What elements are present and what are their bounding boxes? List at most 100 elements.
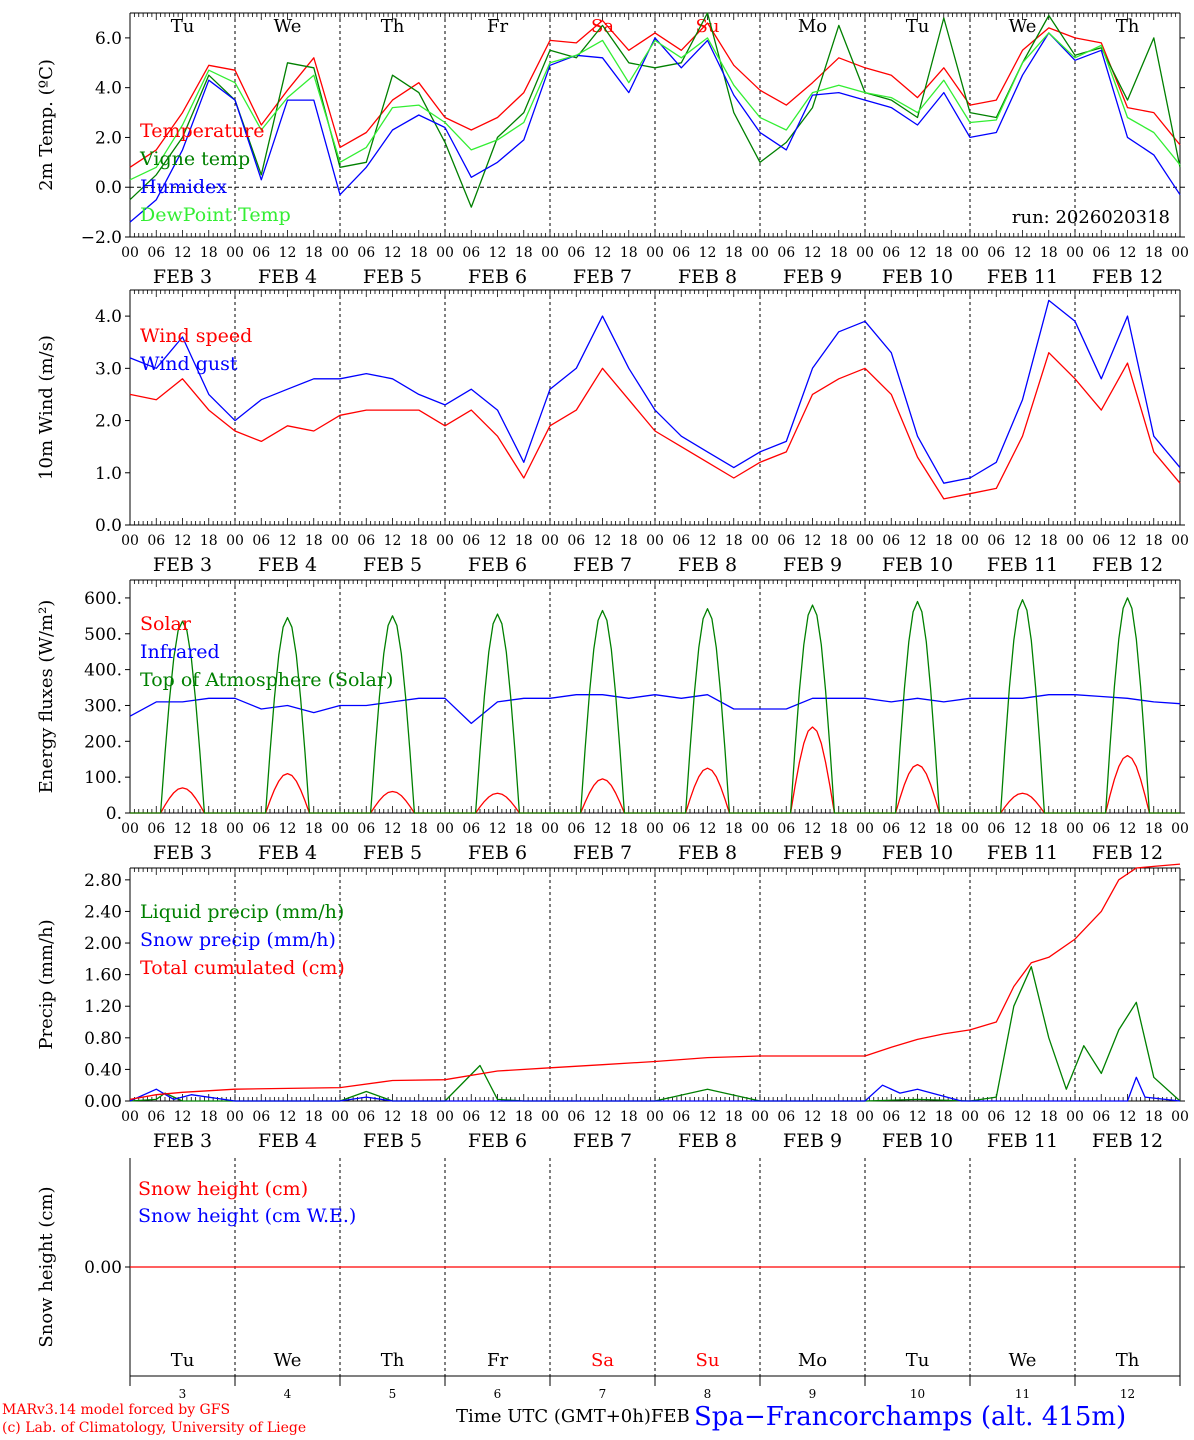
x-tick-label: 12 xyxy=(384,533,402,549)
x-tick-label: 12 xyxy=(279,533,297,549)
copyright-credit: (c) Lab. of Climatology, University of L… xyxy=(2,1420,307,1436)
x-tick-label: 12 xyxy=(279,245,297,261)
weekday-label: Th xyxy=(381,1350,405,1371)
x-tick-label: 00 xyxy=(226,533,244,549)
legend-entry: Vigne temp xyxy=(139,148,250,170)
series-line-vigne-temp xyxy=(129,12,1181,208)
x-tick-label: 18 xyxy=(935,1109,953,1125)
x-tick-label: 00 xyxy=(226,1109,244,1125)
time-axis-label-text: Time UTC (GMT+0h) xyxy=(456,1406,651,1427)
y-tick-label: 1.20 xyxy=(84,997,122,1017)
x-tick-label: 18 xyxy=(725,1109,743,1125)
day-number: 10 xyxy=(910,1387,925,1401)
y-tick-label: 0.80 xyxy=(84,1029,122,1049)
x-tick-label: 00 xyxy=(121,821,139,837)
x-tick-label: 12 xyxy=(489,821,507,837)
x-tick-label: 06 xyxy=(252,821,270,837)
x-tick-label: 06 xyxy=(567,533,585,549)
x-tick-label: 06 xyxy=(462,1109,480,1125)
x-tick-label: 18 xyxy=(1145,1109,1163,1125)
series-line-wind-speed xyxy=(129,352,1181,500)
x-tick-label: 18 xyxy=(410,1109,428,1125)
x-tick-label: 12 xyxy=(909,533,927,549)
x-tick-label: 18 xyxy=(515,245,533,261)
day-label: FEB 10 xyxy=(882,1130,953,1152)
x-tick-label: 12 xyxy=(804,821,822,837)
x-tick-label: 06 xyxy=(567,821,585,837)
x-tick-label: 00 xyxy=(1066,533,1084,549)
x-tick-label: 00 xyxy=(751,245,769,261)
day-label: FEB 7 xyxy=(573,842,632,864)
x-tick-label: 00 xyxy=(541,821,559,837)
legend-entry: Total cumulated (cm) xyxy=(140,957,345,979)
model-credit: MARv3.14 model forced by GFS xyxy=(2,1402,231,1418)
x-tick-label: 00 xyxy=(1171,245,1189,261)
y-tick-label: 2.0 xyxy=(95,128,122,148)
x-tick-label: 00 xyxy=(331,245,349,261)
day-number: 7 xyxy=(599,1387,607,1401)
x-tick-label: 12 xyxy=(699,533,717,549)
legend-entry: Temperature xyxy=(140,120,264,142)
y-tick-label: 200. xyxy=(84,732,122,752)
x-tick-label: 18 xyxy=(200,1109,218,1125)
x-tick-label: 06 xyxy=(672,1109,690,1125)
day-label: FEB 11 xyxy=(987,842,1058,864)
day-label: FEB 10 xyxy=(882,554,953,576)
x-tick-label: 00 xyxy=(1171,533,1189,549)
x-tick-label: 06 xyxy=(357,821,375,837)
day-label: FEB 6 xyxy=(468,554,527,576)
x-tick-label: 06 xyxy=(882,245,900,261)
legend-entry: Snow height (cm) xyxy=(138,1178,308,1200)
weekday-label: Tu xyxy=(906,16,930,37)
x-tick-label: 06 xyxy=(147,245,165,261)
x-tick-label: 18 xyxy=(305,1109,323,1125)
x-tick-label: 18 xyxy=(935,533,953,549)
x-tick-label: 06 xyxy=(252,533,270,549)
x-tick-label: 18 xyxy=(1040,821,1058,837)
day-label: FEB 9 xyxy=(783,266,842,288)
x-tick-label: 00 xyxy=(436,533,454,549)
x-tick-label: 00 xyxy=(541,245,559,261)
x-tick-label: 00 xyxy=(646,821,664,837)
x-tick-label: 18 xyxy=(620,245,638,261)
day-label: FEB 4 xyxy=(258,1130,317,1152)
y-tick-label: 400. xyxy=(84,661,122,681)
y-tick-label: 0. xyxy=(106,804,122,824)
day-number: 9 xyxy=(809,1387,817,1401)
x-tick-label: 12 xyxy=(909,821,927,837)
x-tick-label: 12 xyxy=(1014,533,1032,549)
run-label: run: 2026020318 xyxy=(1012,207,1170,228)
series-line-infrared xyxy=(129,694,1181,725)
weekday-label: Tu xyxy=(906,1350,930,1371)
x-tick-label: 06 xyxy=(462,821,480,837)
day-label: FEB 7 xyxy=(573,1130,632,1152)
x-tick-label: 18 xyxy=(725,821,743,837)
x-tick-label: 18 xyxy=(1145,533,1163,549)
day-label: FEB 11 xyxy=(987,1130,1058,1152)
y-tick-label: −2.0 xyxy=(81,228,122,248)
panel-4: 0.00 0.40 0.80 1.20 1.60 2.00 2.40 2.80 Precip (… xyxy=(36,863,1189,1152)
x-tick-label: 06 xyxy=(252,1109,270,1125)
time-axis-label-suffix: FEB xyxy=(650,1406,690,1427)
day-label: FEB 5 xyxy=(363,266,422,288)
x-tick-label: 00 xyxy=(751,821,769,837)
weekday-label: Th xyxy=(1116,16,1140,37)
x-tick-label: 06 xyxy=(777,533,795,549)
x-tick-label: 00 xyxy=(1171,1109,1189,1125)
x-tick-label: 00 xyxy=(331,1109,349,1125)
x-tick-label: 00 xyxy=(1171,821,1189,837)
day-number: 4 xyxy=(284,1387,292,1401)
series-line-solar xyxy=(130,726,1180,814)
day-label: FEB 5 xyxy=(363,554,422,576)
day-number: 11 xyxy=(1015,1387,1030,1401)
x-tick-label: 00 xyxy=(751,1109,769,1125)
legend-entry: Humidex xyxy=(140,176,227,198)
weekday-label: Tu xyxy=(171,1350,195,1371)
series-line-dewpoint-temp xyxy=(129,32,1181,181)
series-line-temperature xyxy=(129,19,1181,168)
y-tick-label: 100. xyxy=(84,768,122,788)
y-tick-label: 1.0 xyxy=(95,464,122,484)
x-tick-label: 06 xyxy=(777,1109,795,1125)
day-label: FEB 10 xyxy=(882,842,953,864)
